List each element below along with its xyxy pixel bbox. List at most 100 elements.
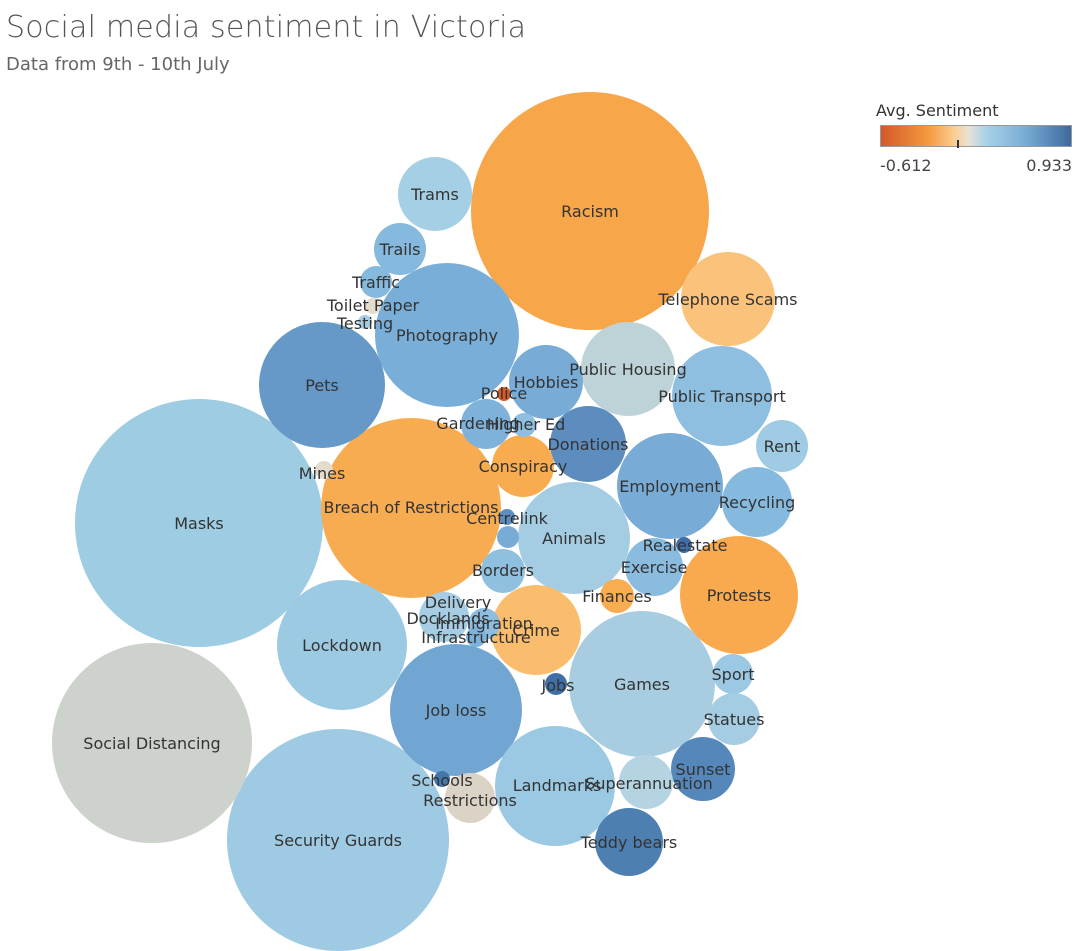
- bubble-employment[interactable]: [617, 433, 723, 539]
- bubble-toilet-paper[interactable]: [365, 298, 381, 314]
- bubble-label-public-housing: Public Housing: [569, 360, 686, 379]
- bubble-label-public-transport: Public Transport: [658, 387, 786, 406]
- bubble-crime[interactable]: [491, 585, 581, 675]
- bubble-trails[interactable]: [374, 223, 426, 275]
- bubble-label-job-loss: Job loss: [425, 701, 487, 720]
- bubble-label-recycling: Recycling: [719, 493, 796, 512]
- bubble-sunset[interactable]: [671, 737, 735, 801]
- bubble-lockdown[interactable]: [277, 580, 407, 710]
- bubble-hobbies[interactable]: [509, 345, 583, 419]
- bubble-label-hobbies: Hobbies: [514, 373, 579, 392]
- bubble-label-conspiracy: Conspiracy: [479, 457, 568, 476]
- bubble-restrictions[interactable]: [445, 773, 495, 823]
- bubble-police[interactable]: [497, 387, 511, 401]
- bubble-label-security-guards: Security Guards: [274, 831, 402, 850]
- bubble-label-breach-of-restrictions: Breach of Restrictions: [323, 498, 498, 517]
- bubble-label-gardening: Gardening: [436, 414, 519, 433]
- bubble-label-finances: Finances: [582, 587, 652, 606]
- bubble-conspiracy[interactable]: [492, 435, 554, 497]
- bubble-label-docklands: Docklands: [406, 609, 489, 628]
- bubble-mines[interactable]: [315, 461, 333, 479]
- chart-title: Social media sentiment in Victoria: [6, 10, 527, 45]
- legend-zero-tick: [957, 140, 959, 148]
- bubble-testing[interactable]: [358, 315, 372, 329]
- bubble-security-guards[interactable]: [227, 729, 449, 951]
- bubble-label-sport: Sport: [712, 665, 755, 684]
- bubble-pets[interactable]: [259, 322, 385, 448]
- bubble-exercise[interactable]: [625, 538, 683, 596]
- bubble-label-lockdown: Lockdown: [302, 636, 382, 655]
- bubble-label-rent: Rent: [764, 437, 801, 456]
- bubble-label-social-distancing: Social Distancing: [83, 734, 220, 753]
- bubble-games[interactable]: [569, 611, 715, 757]
- legend-title: Avg. Sentiment: [876, 101, 999, 120]
- bubble-label-crime: Crime: [512, 621, 560, 640]
- bubble-label-infrastructure: Infrastructure: [421, 628, 530, 647]
- bubble-label-police: Police: [481, 384, 527, 403]
- bubble-trams[interactable]: [398, 157, 472, 231]
- bubble-label-realestate: Realestate: [643, 536, 728, 555]
- bubble-photography[interactable]: [375, 263, 519, 407]
- bubble-traffic[interactable]: [360, 266, 392, 298]
- bubble-label-protests: Protests: [707, 586, 771, 605]
- bubble-label-higher-ed: Higher Ed: [487, 415, 566, 434]
- bubble-label-delivery: Delivery: [425, 593, 491, 612]
- bubble-rent[interactable]: [756, 420, 808, 472]
- bubble-higher-ed[interactable]: [512, 413, 536, 437]
- legend-min-label: -0.612: [880, 156, 932, 175]
- bubble-breach-of-restrictions[interactable]: [321, 418, 501, 598]
- bubble-label-testing: Testing: [336, 314, 393, 333]
- bubble-infrastructure[interactable]: [466, 627, 486, 647]
- bubble-label-sunset: Sunset: [676, 760, 731, 779]
- bubble-label-restrictions: Restrictions: [423, 791, 517, 810]
- bubble-label-masks: Masks: [174, 514, 224, 533]
- bubble-centrelink[interactable]: [499, 509, 515, 525]
- bubble-label-mines: Mines: [299, 464, 346, 483]
- bubble-gardening[interactable]: [461, 399, 511, 449]
- bubble-label-photography: Photography: [396, 326, 498, 345]
- bubble-racism[interactable]: [471, 92, 709, 330]
- bubble-label-traffic: Traffic: [351, 273, 400, 292]
- bubble-label-games: Games: [614, 675, 670, 694]
- bubble-borders[interactable]: [481, 549, 525, 593]
- bubble-protests[interactable]: [680, 536, 798, 654]
- color-legend: Avg. Sentiment -0.612 0.933: [876, 101, 1074, 175]
- bubble-label-jobs: Jobs: [541, 676, 575, 695]
- bubble-superannuation[interactable]: [619, 755, 673, 809]
- legend-color-ramp: [880, 125, 1072, 148]
- bubble-label-superannuation: Superannuation: [585, 774, 713, 793]
- bubble-finances[interactable]: [600, 579, 634, 613]
- bubble-label-landmarks: Landmarks: [513, 776, 602, 795]
- bubble-label-immigration: Immigration: [435, 614, 533, 633]
- bubble-landmarks[interactable]: [495, 726, 615, 846]
- bubble-telephone-scams[interactable]: [681, 252, 775, 346]
- bubble-label-trams: Trams: [410, 185, 459, 204]
- bubble-jobs[interactable]: [545, 673, 567, 695]
- bubble-social-distancing[interactable]: [52, 643, 252, 843]
- bubble-docklands[interactable]: [497, 526, 519, 548]
- bubble-recycling[interactable]: [722, 467, 792, 537]
- bubble-job-loss[interactable]: [390, 644, 522, 776]
- bubble-teddy-bears[interactable]: [595, 808, 663, 876]
- bubble-public-housing[interactable]: [581, 322, 675, 416]
- bubble-label-teddy-bears: Teddy bears: [580, 833, 677, 852]
- bubble-donations[interactable]: [550, 406, 626, 482]
- bubble-label-statues: Statues: [704, 710, 765, 729]
- bubble-masks[interactable]: [75, 399, 323, 647]
- bubble-delivery[interactable]: [419, 592, 469, 642]
- bubble-label-exercise: Exercise: [621, 558, 688, 577]
- bubble-label-donations: Donations: [547, 435, 628, 454]
- bubble-realestate[interactable]: [676, 537, 692, 553]
- bubble-animals[interactable]: [518, 482, 630, 594]
- bubble-label-telephone-scams: Telephone Scams: [657, 290, 797, 309]
- bubble-public-transport[interactable]: [672, 346, 772, 446]
- bubble-statues[interactable]: [708, 693, 760, 745]
- bubble-schools[interactable]: [434, 771, 450, 787]
- bubble-label-trails: Trails: [378, 240, 420, 259]
- chart-subtitle: Data from 9th - 10th July: [6, 54, 230, 75]
- bubble-sport[interactable]: [713, 654, 753, 694]
- bubble-label-employment: Employment: [619, 477, 720, 496]
- bubble-label-centrelink: Centrelink: [466, 509, 549, 528]
- bubble-label-toilet-paper: Toilet Paper: [326, 296, 420, 315]
